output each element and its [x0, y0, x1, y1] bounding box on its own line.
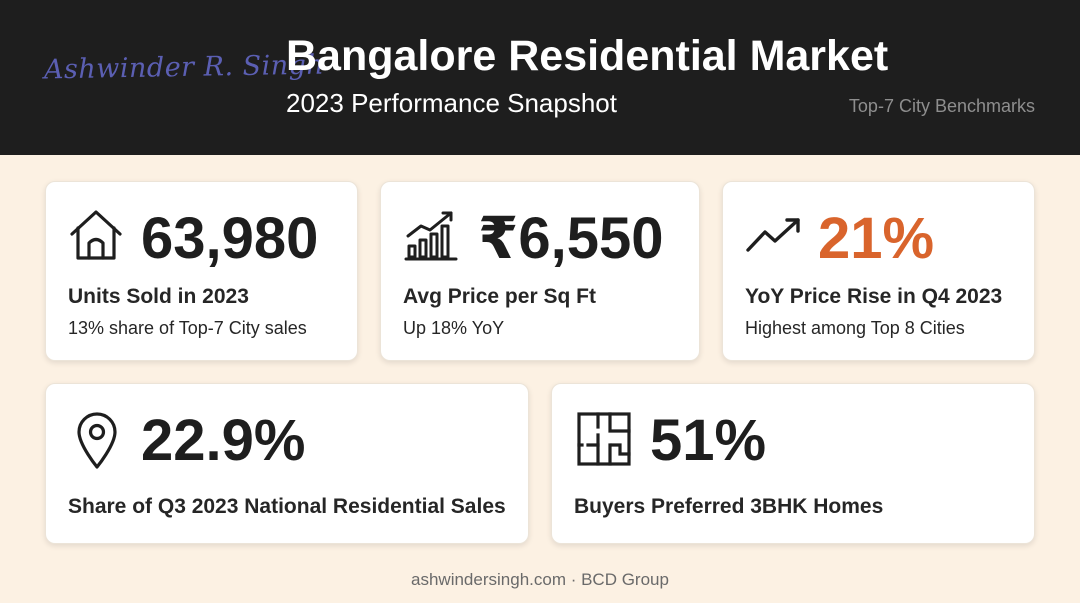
header: Ashwinder R. Singh Bangalore Residential…	[0, 0, 1080, 155]
price-rise-value: 21%	[818, 206, 935, 271]
3bhk-value: 51%	[650, 408, 767, 473]
house-icon	[68, 208, 124, 262]
location-pin-icon	[76, 412, 118, 470]
stat-card-avg-price: ₹6,550 Avg Price per Sq Ft Up 18% YoY	[380, 181, 700, 361]
units-sold-value: 63,980	[141, 206, 319, 271]
floor-plan-icon	[576, 411, 632, 467]
page-subtitle: 2023 Performance Snapshot	[286, 88, 617, 118]
bar-chart-growth-icon	[403, 208, 459, 262]
3bhk-label: Buyers Preferred 3BHK Homes	[574, 495, 884, 518]
national-share-label: Share of Q3 2023 National Residential Sa…	[68, 495, 506, 518]
stat-card-units-sold: 63,980 Units Sold in 2023 13% share of T…	[45, 181, 358, 361]
author-signature: Ashwinder R. Singh	[43, 49, 325, 86]
footer-credit: ashwindersingh.com · BCD Group	[411, 570, 669, 589]
units-sold-label: Units Sold in 2023	[68, 285, 249, 308]
price-rise-label: YoY Price Rise in Q4 2023	[745, 285, 1003, 308]
national-share-value: 22.9%	[141, 408, 306, 473]
benchmark-note: Top-7 City Benchmarks	[848, 96, 1035, 116]
page-title: Bangalore Residential Market	[286, 32, 889, 80]
avg-price-label: Avg Price per Sq Ft	[403, 285, 596, 308]
stat-card-national-share: 22.9% Share of Q3 2023 National Resident…	[45, 383, 529, 544]
avg-price-value: ₹6,550	[478, 206, 664, 271]
trend-up-icon	[745, 216, 803, 256]
avg-price-subtext: Up 18% YoY	[403, 318, 505, 338]
units-sold-subtext: 13% share of Top-7 City sales	[68, 318, 307, 338]
stat-card-price-rise: 21% YoY Price Rise in Q4 2023 Highest am…	[722, 181, 1035, 361]
price-rise-subtext: Highest among Top 8 Cities	[745, 318, 965, 338]
stat-card-3bhk-preference: 51% Buyers Preferred 3BHK Homes	[551, 383, 1035, 544]
